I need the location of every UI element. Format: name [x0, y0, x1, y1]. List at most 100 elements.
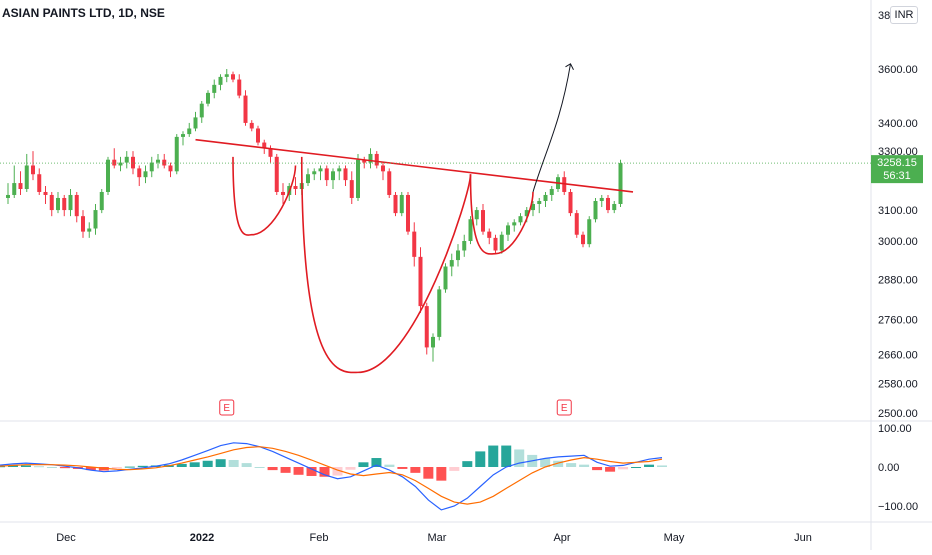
candle[interactable]: [124, 151, 129, 169]
candle[interactable]: [162, 153, 167, 169]
candle[interactable]: [531, 200, 535, 217]
candle[interactable]: [468, 216, 473, 245]
macd-pane[interactable]: [0, 442, 667, 511]
candle[interactable]: [62, 194, 67, 217]
candle[interactable]: [87, 222, 92, 238]
candle[interactable]: [374, 151, 379, 169]
candle[interactable]: [381, 162, 385, 181]
candle[interactable]: [187, 122, 192, 137]
candle[interactable]: [112, 148, 117, 169]
candle[interactable]: [231, 71, 235, 83]
candle[interactable]: [412, 222, 417, 267]
candle[interactable]: [537, 197, 542, 214]
candle[interactable]: [118, 156, 123, 172]
candle[interactable]: [193, 111, 198, 132]
candle[interactable]: [587, 216, 592, 248]
candle[interactable]: [74, 191, 79, 223]
candle[interactable]: [56, 191, 60, 214]
candle[interactable]: [574, 210, 579, 238]
candle[interactable]: [93, 203, 98, 235]
candle[interactable]: [181, 131, 185, 146]
candle[interactable]: [474, 207, 479, 226]
candle[interactable]: [499, 231, 504, 254]
candle[interactable]: [456, 244, 460, 267]
candle[interactable]: [106, 156, 110, 195]
candle[interactable]: [356, 153, 360, 201]
price-candles[interactable]: [6, 69, 623, 362]
candle[interactable]: [362, 156, 367, 169]
candle[interactable]: [324, 165, 329, 187]
candle[interactable]: [174, 134, 179, 175]
candle[interactable]: [437, 286, 442, 341]
candle[interactable]: [149, 156, 154, 178]
candle[interactable]: [43, 186, 48, 204]
candle[interactable]: [156, 153, 160, 169]
candle[interactable]: [31, 151, 35, 181]
candle[interactable]: [6, 183, 10, 204]
candle[interactable]: [274, 153, 279, 195]
candle[interactable]: [518, 213, 523, 226]
candle[interactable]: [418, 247, 423, 313]
candle[interactable]: [487, 228, 492, 245]
candle[interactable]: [243, 90, 248, 126]
candle[interactable]: [237, 74, 242, 99]
currency-button[interactable]: INR: [890, 6, 918, 24]
candle[interactable]: [393, 191, 398, 217]
candle[interactable]: [12, 165, 17, 198]
candle[interactable]: [387, 168, 392, 198]
candle[interactable]: [24, 153, 29, 192]
candle[interactable]: [99, 189, 104, 214]
candle[interactable]: [612, 200, 617, 214]
candle[interactable]: [481, 203, 485, 235]
candle[interactable]: [262, 139, 267, 154]
candle[interactable]: [306, 168, 310, 187]
candle[interactable]: [18, 171, 23, 195]
candle[interactable]: [37, 168, 42, 195]
candle[interactable]: [462, 234, 467, 257]
candle[interactable]: [399, 191, 404, 217]
candle[interactable]: [68, 189, 73, 217]
candle[interactable]: [81, 210, 85, 238]
candle[interactable]: [337, 165, 342, 181]
candle[interactable]: [549, 186, 554, 201]
candle[interactable]: [406, 191, 410, 235]
candle[interactable]: [506, 222, 510, 241]
candle[interactable]: [199, 100, 204, 123]
candle[interactable]: [449, 253, 454, 277]
candle[interactable]: [599, 194, 604, 208]
candle[interactable]: [293, 177, 298, 195]
candle[interactable]: [512, 219, 517, 232]
price-axis[interactable]: 2500.00 2580.00 2660.00 2760.00 2880.00 3000.…: [878, 10, 918, 513]
candle[interactable]: [424, 302, 429, 355]
candle[interactable]: [137, 165, 142, 187]
candle[interactable]: [331, 168, 335, 190]
candle[interactable]: [249, 120, 254, 132]
candle[interactable]: [224, 69, 229, 83]
candle[interactable]: [581, 231, 585, 248]
candle[interactable]: [543, 191, 548, 208]
earnings-marker[interactable]: E: [556, 399, 572, 416]
candle[interactable]: [318, 165, 323, 181]
earnings-marker[interactable]: E: [219, 399, 235, 416]
candle[interactable]: [212, 79, 217, 99]
candle[interactable]: [349, 171, 354, 204]
candle[interactable]: [431, 333, 435, 362]
candle[interactable]: [168, 162, 173, 178]
candle[interactable]: [493, 234, 498, 254]
candle[interactable]: [343, 165, 348, 187]
candle[interactable]: [218, 74, 223, 91]
candle[interactable]: [281, 183, 285, 204]
candle[interactable]: [49, 191, 54, 217]
candle[interactable]: [443, 263, 448, 293]
candle[interactable]: [568, 189, 573, 217]
candle[interactable]: [256, 125, 260, 146]
candle[interactable]: [143, 165, 148, 184]
candle[interactable]: [618, 159, 623, 208]
candle[interactable]: [312, 168, 317, 181]
candle[interactable]: [606, 194, 610, 214]
time-axis[interactable]: Dec 2022 Feb Mar Apr May Jun: [56, 532, 812, 544]
candle[interactable]: [368, 148, 373, 169]
candle[interactable]: [593, 197, 598, 223]
